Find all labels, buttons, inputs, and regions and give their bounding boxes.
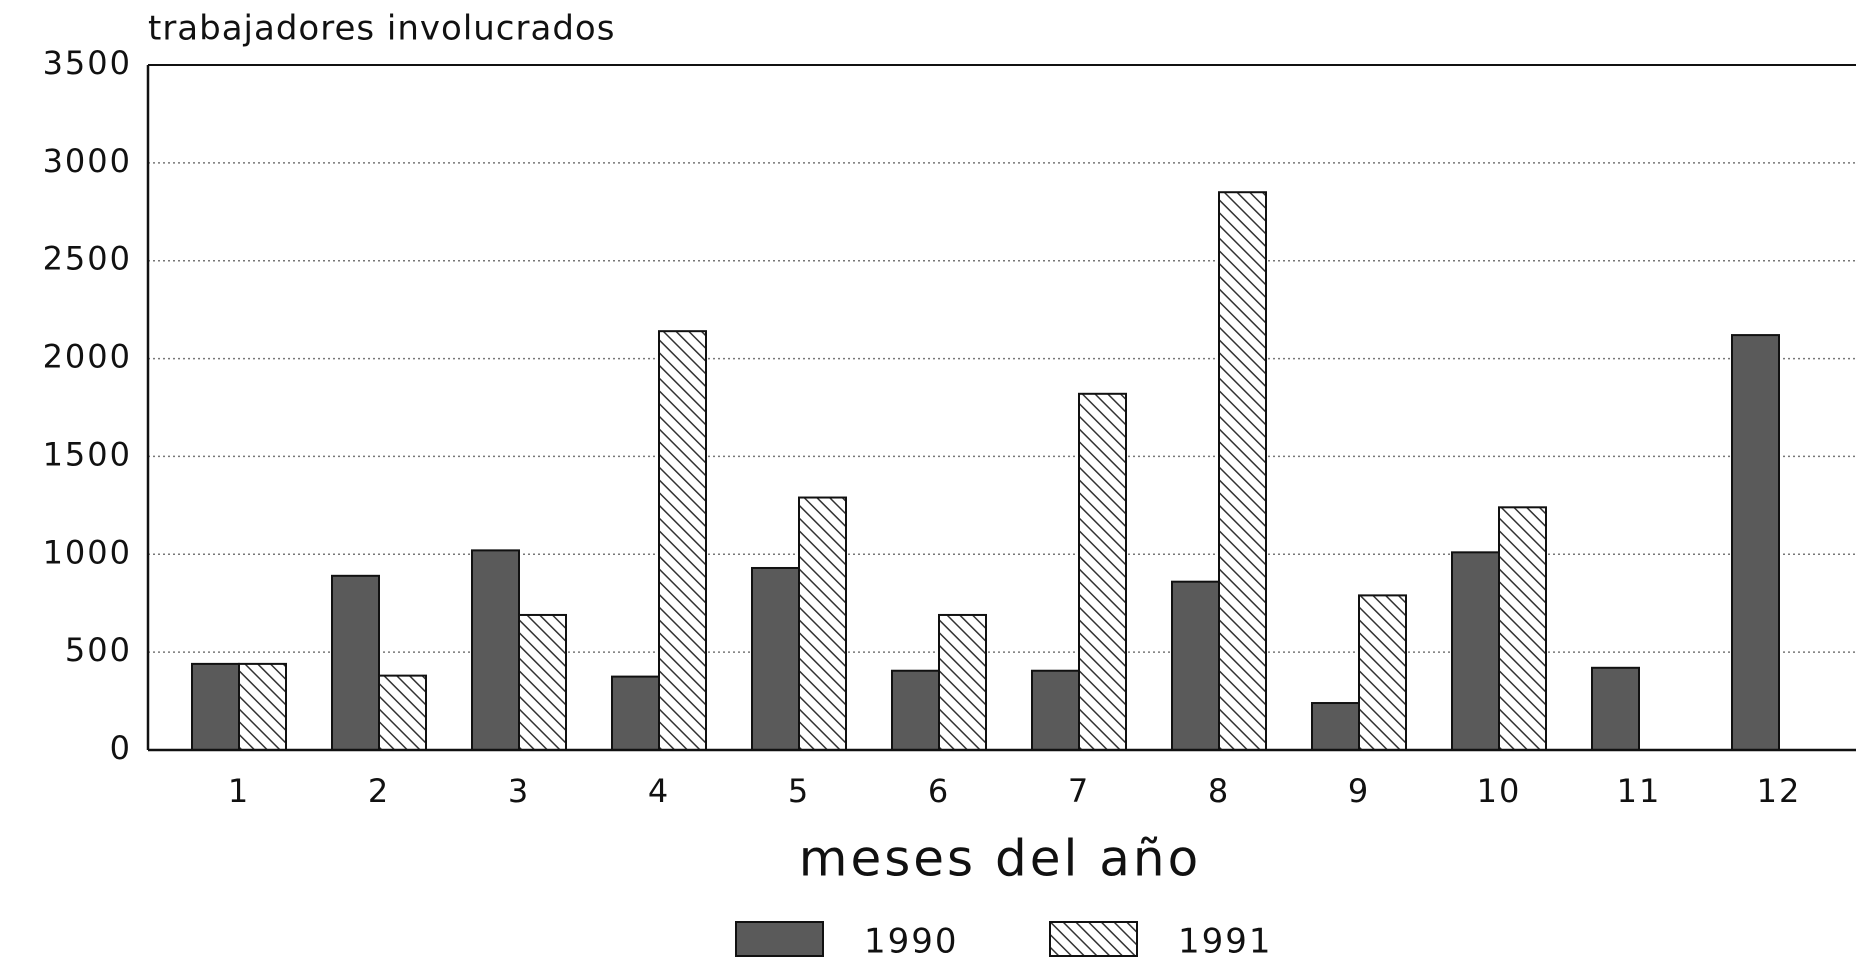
legend-label: 1990 (864, 922, 959, 961)
y-tick-label: 3500 (43, 44, 132, 82)
x-tick-label: 9 (1348, 772, 1370, 810)
x-tick-label: 10 (1477, 772, 1522, 810)
bar (1498, 506, 1547, 752)
x-tick-label: 2 (368, 772, 390, 810)
bar (1218, 191, 1267, 751)
y-tick-label: 1000 (43, 533, 132, 571)
bar (1171, 580, 1220, 752)
bar (1731, 334, 1780, 751)
bar (331, 574, 380, 751)
bar (891, 669, 940, 751)
bar (938, 613, 987, 752)
x-axis-title: meses del año (799, 830, 1201, 888)
bar (1358, 594, 1407, 752)
legend-swatch (1049, 921, 1138, 957)
y-tick-label: 2500 (43, 240, 132, 278)
x-tick-label: 1 (228, 772, 250, 810)
x-tick-label: 7 (1068, 772, 1090, 810)
bar (1591, 666, 1640, 751)
x-tick-label: 8 (1208, 772, 1230, 810)
bar (1451, 551, 1500, 751)
bar (518, 613, 567, 752)
y-tick-label: 0 (110, 729, 132, 767)
bar (658, 330, 707, 751)
bar (1078, 392, 1127, 751)
y-tick-label: 3000 (43, 142, 132, 180)
x-tick-label: 4 (648, 772, 670, 810)
x-tick-label: 6 (928, 772, 950, 810)
bar (751, 566, 800, 751)
y-tick-label: 1500 (43, 435, 132, 473)
x-tick-label: 3 (508, 772, 530, 810)
legend-label: 1991 (1178, 922, 1273, 961)
y-tick-label: 2000 (43, 338, 132, 376)
bar (611, 675, 660, 751)
bar (191, 662, 240, 752)
bar (238, 662, 287, 752)
y-tick-label: 500 (65, 631, 132, 669)
bar (378, 674, 427, 752)
x-tick-label: 12 (1757, 772, 1802, 810)
bar (1031, 669, 1080, 751)
x-tick-label: 11 (1617, 772, 1662, 810)
chart-title: trabajadores involucrados (148, 9, 615, 49)
bar (1311, 702, 1360, 751)
bar (798, 496, 847, 751)
bar (471, 549, 520, 751)
x-tick-label: 5 (788, 772, 810, 810)
legend-swatch (735, 921, 824, 957)
